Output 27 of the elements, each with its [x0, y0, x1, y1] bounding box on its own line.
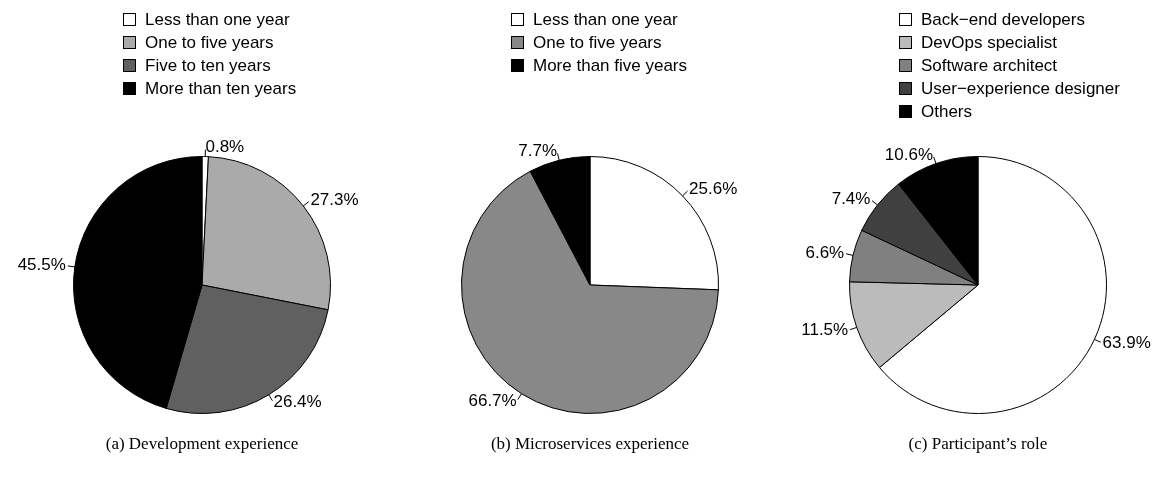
legend-label: More than five years	[533, 55, 688, 76]
data-label: 6.6%	[805, 243, 845, 263]
data-label: 63.9%	[1102, 332, 1151, 352]
text: (b) Microservices experience	[489, 434, 691, 454]
legend-label: One to five years	[533, 32, 662, 53]
data-label: 25.6%	[689, 179, 738, 199]
legend-label: More than ten years	[145, 78, 297, 99]
legend-label: Others	[921, 101, 973, 122]
data-label: 27.3%	[310, 190, 359, 210]
data-label: 0.8%	[205, 137, 245, 157]
legend-label: Less than one year	[533, 9, 678, 30]
data-label: 66.7%	[468, 391, 517, 411]
data-label: 10.6%	[884, 144, 934, 164]
legend-label: Back−end developers	[921, 9, 1085, 30]
legend-label: User−experience designer	[921, 78, 1120, 99]
data-label: 45.5%	[17, 255, 66, 275]
data-label: 11.5%	[801, 320, 849, 340]
legend-label: Less than one year	[145, 9, 290, 30]
data-label: 26.4%	[273, 392, 322, 412]
legend-label: Five to ten years	[145, 55, 271, 76]
text: (a) Development experience	[104, 434, 300, 454]
data-label: 7.7%	[518, 141, 558, 161]
legend-label: DevOps specialist	[921, 32, 1058, 53]
data-label: 7.4%	[831, 189, 871, 209]
legend-label: One to five years	[145, 32, 274, 53]
legend-label: Software architect	[921, 55, 1058, 76]
text: (c) Participant’s role	[907, 434, 1049, 454]
